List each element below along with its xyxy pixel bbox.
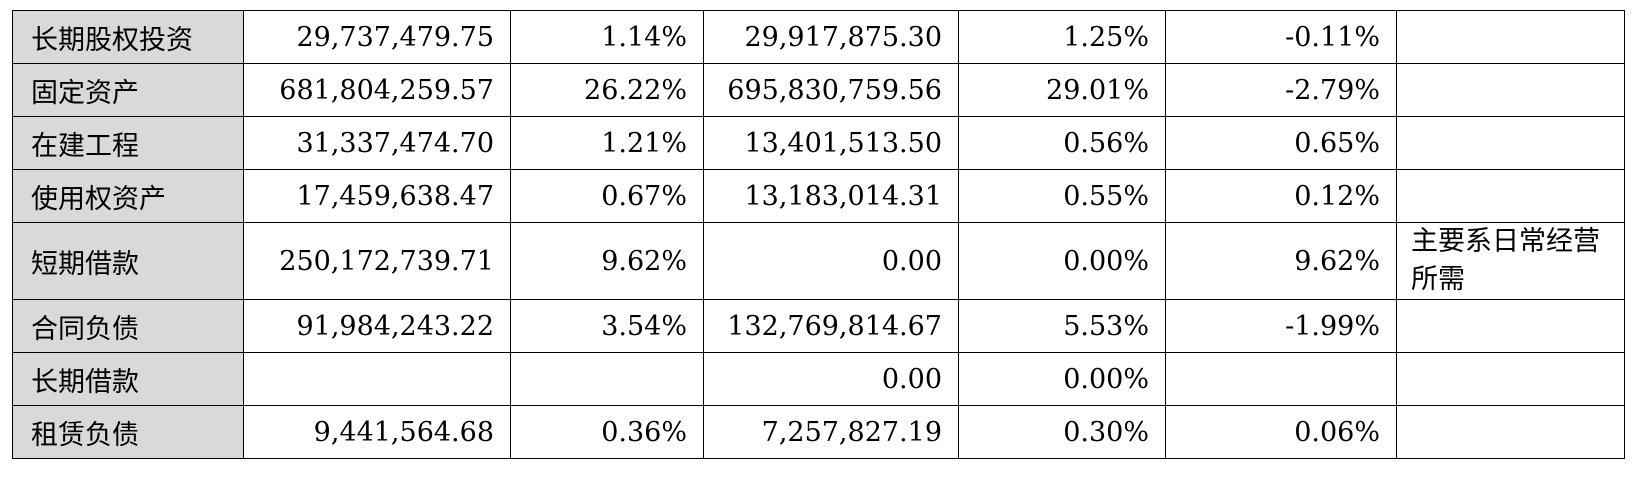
- balance-table: 长期股权投资 29,737,479.75 1.14% 29,917,875.30 1.2…: [12, 10, 1625, 459]
- table-row: 合同负债 91,984,243.22 3.54% 132,769,814.67 5.53…: [12, 299, 1625, 353]
- row-label: 合同负债: [12, 299, 244, 353]
- note-cell: [1396, 10, 1625, 64]
- value-cell: 0.12%: [1165, 169, 1397, 223]
- value-cell: 26.22%: [510, 63, 704, 117]
- value-cell: 31,337,474.70: [243, 116, 511, 170]
- value-cell: -2.79%: [1165, 63, 1397, 117]
- value-cell: 91,984,243.22: [243, 299, 511, 353]
- value-cell: 0.06%: [1165, 405, 1397, 459]
- note-cell: 主要系日常经营所需: [1396, 222, 1625, 300]
- note-cell: [1396, 169, 1625, 223]
- value-cell: 29,737,479.75: [243, 10, 511, 64]
- value-cell: 0.65%: [1165, 116, 1397, 170]
- note-cell: [1396, 405, 1625, 459]
- value-cell: -0.11%: [1165, 10, 1397, 64]
- row-label: 短期借款: [12, 222, 244, 300]
- row-label: 固定资产: [12, 63, 244, 117]
- value-cell: 0.36%: [510, 405, 704, 459]
- value-cell: 0.00: [703, 352, 959, 406]
- table-row: 在建工程 31,337,474.70 1.21% 13,401,513.50 0.56%…: [12, 116, 1625, 170]
- value-cell: [243, 352, 511, 406]
- row-label: 使用权资产: [12, 169, 244, 223]
- table-body: 长期股权投资 29,737,479.75 1.14% 29,917,875.30 1.2…: [12, 10, 1625, 459]
- note-cell: [1396, 63, 1625, 117]
- note-cell: [1396, 352, 1625, 406]
- value-cell: 5.53%: [958, 299, 1166, 353]
- table-row: 长期借款 0.00 0.00%: [12, 352, 1625, 406]
- value-cell: 132,769,814.67: [703, 299, 959, 353]
- value-cell: 29.01%: [958, 63, 1166, 117]
- value-cell: 681,804,259.57: [243, 63, 511, 117]
- value-cell: 1.25%: [958, 10, 1166, 64]
- value-cell: [510, 352, 704, 406]
- table-row: 租赁负债 9,441,564.68 0.36% 7,257,827.19 0.30% 0.…: [12, 405, 1625, 459]
- note-cell: [1396, 299, 1625, 353]
- value-cell: 250,172,739.71: [243, 222, 511, 300]
- value-cell: 0.55%: [958, 169, 1166, 223]
- value-cell: 9.62%: [1165, 222, 1397, 300]
- value-cell: 0.56%: [958, 116, 1166, 170]
- value-cell: 13,401,513.50: [703, 116, 959, 170]
- row-label: 在建工程: [12, 116, 244, 170]
- value-cell: -1.99%: [1165, 299, 1397, 353]
- table-row: 使用权资产 17,459,638.47 0.67% 13,183,014.31 0.55…: [12, 169, 1625, 223]
- value-cell: 29,917,875.30: [703, 10, 959, 64]
- row-label: 租赁负债: [12, 405, 244, 459]
- value-cell: 1.21%: [510, 116, 704, 170]
- note-cell: [1396, 116, 1625, 170]
- value-cell: 13,183,014.31: [703, 169, 959, 223]
- row-label: 长期借款: [12, 352, 244, 406]
- table-row: 固定资产 681,804,259.57 26.22% 695,830,759.56 29…: [12, 63, 1625, 117]
- value-cell: 0.67%: [510, 169, 704, 223]
- value-cell: 0.00: [703, 222, 959, 300]
- value-cell: 3.54%: [510, 299, 704, 353]
- value-cell: [1165, 352, 1397, 406]
- value-cell: 9.62%: [510, 222, 704, 300]
- table-row: 短期借款 250,172,739.71 9.62% 0.00 0.00% 9.62% 主要系…: [12, 222, 1625, 300]
- value-cell: 695,830,759.56: [703, 63, 959, 117]
- value-cell: 1.14%: [510, 10, 704, 64]
- row-label: 长期股权投资: [12, 10, 244, 64]
- value-cell: 0.30%: [958, 405, 1166, 459]
- value-cell: 0.00%: [958, 352, 1166, 406]
- value-cell: 17,459,638.47: [243, 169, 511, 223]
- value-cell: 7,257,827.19: [703, 405, 959, 459]
- value-cell: 9,441,564.68: [243, 405, 511, 459]
- table-row: 长期股权投资 29,737,479.75 1.14% 29,917,875.30 1.2…: [12, 10, 1625, 64]
- value-cell: 0.00%: [958, 222, 1166, 300]
